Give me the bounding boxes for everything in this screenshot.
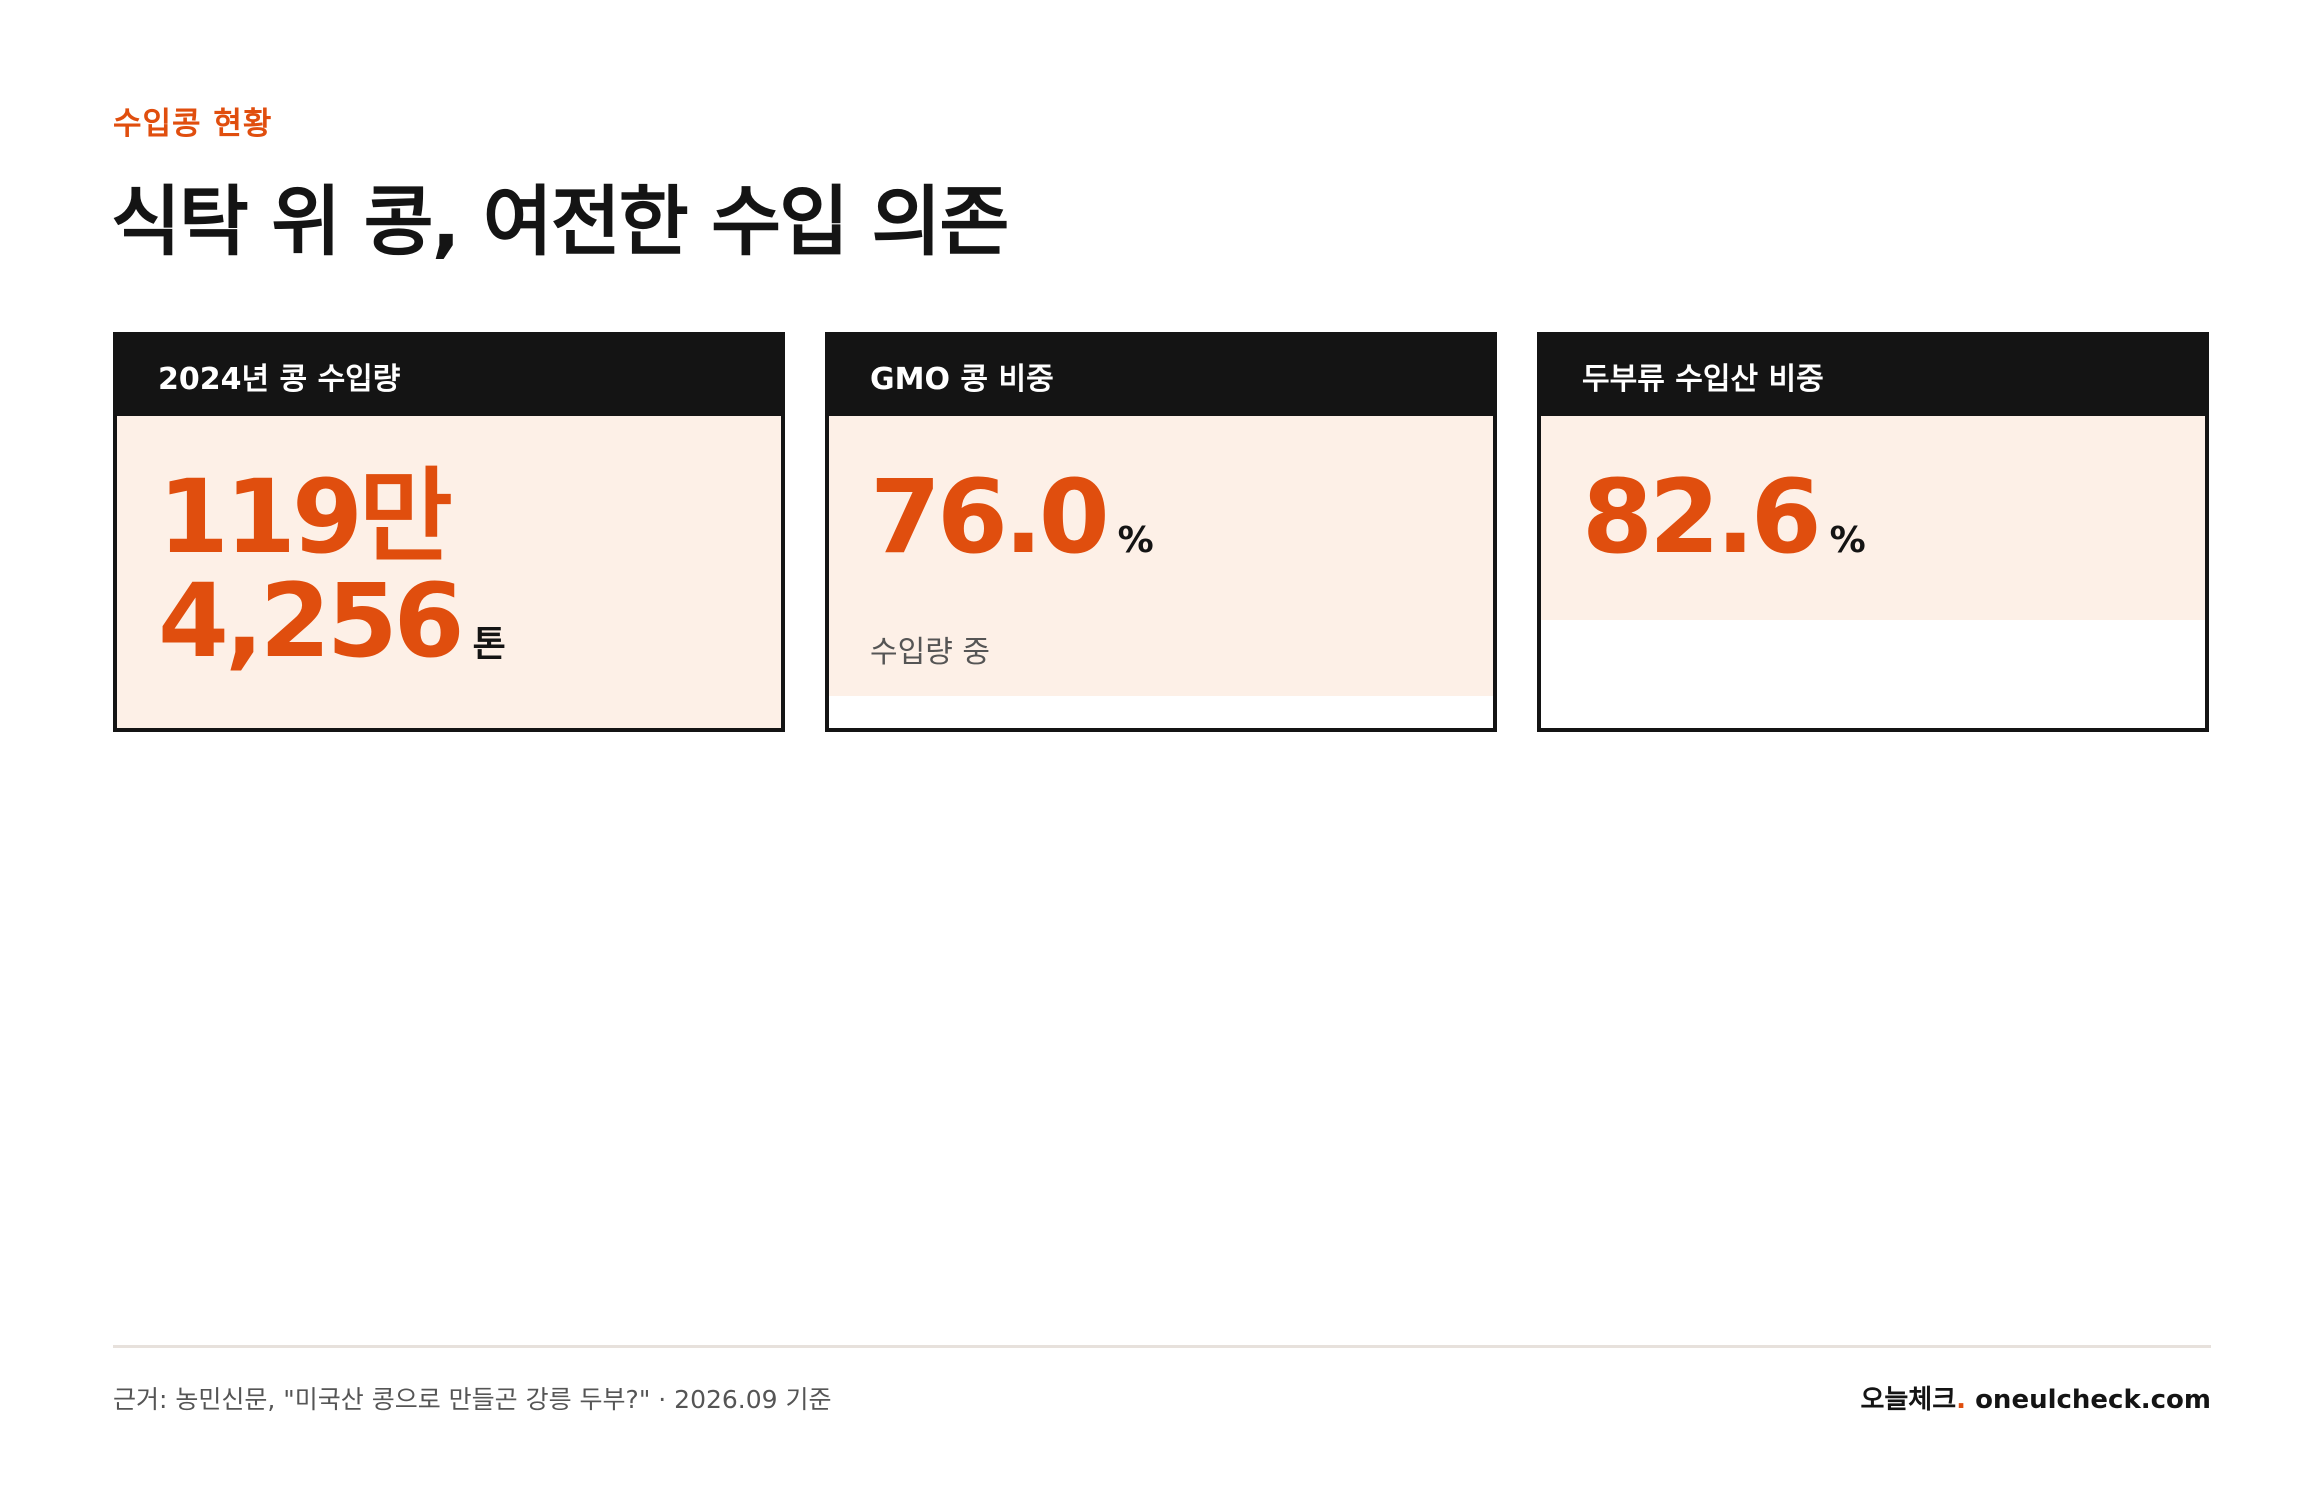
card-body: 119만 4,256 톤 [117, 416, 781, 728]
stat-note: 수입량 중 [870, 635, 990, 670]
page-title: 식탁 위 콩, 여전한 수입 의존 [111, 177, 1009, 266]
stat-cards: 2024년 콩 수입량 119만 4,256 톤 GMO 콩 비중 76.0% 수… [113, 332, 2211, 732]
stat-value: 82.6% [1582, 466, 2165, 593]
card-heading: 두부류 수입산 비중 [1541, 336, 2205, 416]
stat-value-number: 76.0 [870, 458, 1110, 577]
source-citation: 근거: 농민신문, "미국산 콩으로 만들곤 강릉 두부?" · 2026.09… [113, 1385, 832, 1414]
card-heading: GMO 콩 비중 [829, 336, 1493, 416]
brand-name: 오늘체크 [1860, 1385, 1957, 1415]
brand-signature: 오늘체크. oneulcheck.com [1860, 1379, 2211, 1416]
stat-unit: % [1829, 520, 1866, 561]
footer-divider [113, 1345, 2211, 1348]
stat-unit: % [1117, 520, 1154, 561]
card-body: 82.6% [1541, 416, 2205, 620]
stat-value-number: 4,256 [158, 562, 465, 681]
brand-domain: oneulcheck.com [1966, 1385, 2211, 1415]
stat-value-line1: 119만 [158, 458, 453, 577]
stat-card-tofu-import-share: 두부류 수입산 비중 82.6% [1537, 332, 2209, 732]
stat-value-number: 82.6 [1582, 458, 1822, 577]
card-heading: 2024년 콩 수입량 [117, 336, 781, 416]
stat-card-gmo-share: GMO 콩 비중 76.0% 수입량 중 [825, 332, 1497, 732]
stat-value: 76.0% [870, 466, 1453, 593]
stat-value-line2: 4,256 톤 [158, 570, 741, 697]
brand-dot: . [1956, 1385, 1967, 1415]
section-eyebrow: 수입콩 현황 [113, 106, 273, 142]
stat-card-import-volume: 2024년 콩 수입량 119만 4,256 톤 [113, 332, 785, 732]
stat-unit: 톤 [472, 624, 506, 665]
card-body: 76.0% 수입량 중 [829, 416, 1493, 696]
